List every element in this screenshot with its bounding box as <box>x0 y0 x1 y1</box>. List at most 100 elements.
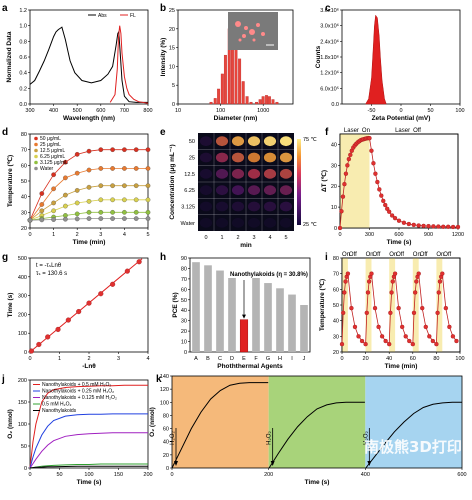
thermal-spot <box>199 136 213 147</box>
data-point <box>346 156 352 162</box>
thermal-spot <box>199 168 213 179</box>
thermal-spot <box>247 185 261 196</box>
data-point <box>98 166 104 171</box>
panel-b: 10 100 1000 0 5 10 15 20 25 Diameter (nm) Intensit… <box>160 8 294 122</box>
data-point <box>352 324 358 330</box>
laser-on-band <box>365 258 372 352</box>
data-point <box>440 271 445 276</box>
data-point <box>145 216 151 221</box>
y-tick-label: 120 <box>160 387 169 393</box>
y-tick-label: 60 <box>181 287 187 293</box>
data-point <box>371 161 376 166</box>
panel-a: 300 400 500 600 700 800 0.0 0.2 0.4 0.6 0.8 1.0 1.2 W… <box>6 8 153 122</box>
laser-state-label: Off <box>413 128 421 134</box>
x-tick-label: 0 <box>28 232 31 238</box>
legend-entry: 12.5 μg/mL <box>40 148 65 154</box>
thermal-spot <box>215 217 229 228</box>
histogram-bar <box>261 96 265 105</box>
y-tick-label: 0 <box>24 350 27 356</box>
data-point <box>367 136 372 141</box>
pce-bar <box>204 265 212 352</box>
laser-on-label: On <box>342 252 350 258</box>
x-tick-label: 500 <box>73 108 82 114</box>
panel-label-b: b <box>160 3 166 14</box>
x-tick-label: 0 <box>399 108 402 114</box>
y-tick-label: 400 <box>18 275 27 281</box>
column-label: 5 <box>284 235 287 241</box>
legend-marker <box>34 166 38 171</box>
histogram-bar <box>217 88 221 105</box>
category-label: B <box>206 356 210 362</box>
y-tick-label: 40 <box>21 195 27 201</box>
panel-h: 0 10 20 30 40 50 60 70 80 90 Phoththermal Agents PC… <box>172 256 311 370</box>
colorbar-max-label: 75 ℃ <box>303 137 318 143</box>
x-tick-label: 800 <box>143 108 152 114</box>
panel-g: 0 1 2 3 4 0 100 200 300 400 500 -Lnθ Time (s) t = -τₛ… <box>7 256 150 370</box>
series-line-fl <box>109 25 149 104</box>
y-tick-label: 200 <box>18 378 27 384</box>
watermark: 南极熊3D打印 <box>364 438 462 456</box>
x-tick-label: 150 <box>114 472 123 478</box>
y-tick-label: 15 <box>169 46 175 52</box>
x-tick-label: 100 <box>455 108 464 114</box>
y-tick-label: 1.2x10⁶ <box>320 70 339 77</box>
thermal-spot <box>263 185 277 196</box>
thermal-spot <box>231 168 245 179</box>
data-point <box>51 217 56 222</box>
data-point <box>110 197 115 203</box>
y-tick-label: 60 <box>163 427 169 433</box>
x-axis-label: -Lnθ <box>82 363 96 370</box>
laser-off-label: Off <box>373 252 381 258</box>
data-point <box>390 279 395 284</box>
thermal-spot <box>263 217 277 228</box>
data-point <box>122 166 127 171</box>
data-point <box>98 291 104 297</box>
o2-curve <box>29 432 148 469</box>
data-point <box>437 279 443 284</box>
data-point <box>416 223 421 228</box>
row-label: Water <box>181 221 196 227</box>
data-point <box>74 211 80 217</box>
y-tick-label: 40 <box>181 308 187 314</box>
data-point <box>339 342 345 347</box>
x-axis-label: Diameter (nm) <box>214 115 258 122</box>
data-point <box>51 208 56 214</box>
data-point <box>443 305 448 311</box>
data-point <box>86 148 92 154</box>
data-point <box>372 305 378 311</box>
x-tick-label: 60 <box>410 356 416 362</box>
thermal-spot <box>215 136 229 147</box>
x-tick-label: 0 <box>340 356 343 362</box>
y-axis-label: Time (s) <box>7 293 14 318</box>
legend-entry: Nanothylakoids + 0.125 mM H₂O₂ <box>42 395 117 401</box>
data-point <box>110 209 115 215</box>
legend-marker <box>34 154 38 159</box>
y-tick-label: 80 <box>333 256 339 262</box>
data-point <box>98 209 104 215</box>
data-point <box>383 202 388 208</box>
data-point <box>359 338 365 344</box>
pce-bar <box>276 288 284 352</box>
data-point <box>122 209 127 215</box>
data-point <box>450 334 456 339</box>
data-point <box>63 192 68 198</box>
y-tick-label: 100 <box>18 331 27 337</box>
data-point <box>369 148 374 153</box>
data-point <box>98 197 104 203</box>
y-tick-label: 0 <box>334 226 337 232</box>
x-tick-label: 600 <box>457 472 466 478</box>
data-point <box>414 279 419 284</box>
data-point <box>342 181 347 187</box>
y-tick-label: 10 <box>169 64 175 70</box>
legend-entry: 25 μg/mL <box>40 142 61 148</box>
panel-d: 0 1 2 3 4 5 20 30 40 50 60 70 80 Time (min) Temperatur… <box>6 132 151 246</box>
histogram-bar <box>267 96 271 105</box>
x-tick-label: 0 <box>170 472 173 478</box>
x-tick-label: 1 <box>52 232 55 238</box>
y-tick-label: 20 <box>331 184 337 190</box>
y-tick-label: 6.0x10⁵ <box>320 85 339 92</box>
data-point <box>98 147 104 153</box>
category-label: E <box>242 356 246 362</box>
data-point <box>413 290 418 295</box>
y-tick-label: 0 <box>24 466 27 472</box>
